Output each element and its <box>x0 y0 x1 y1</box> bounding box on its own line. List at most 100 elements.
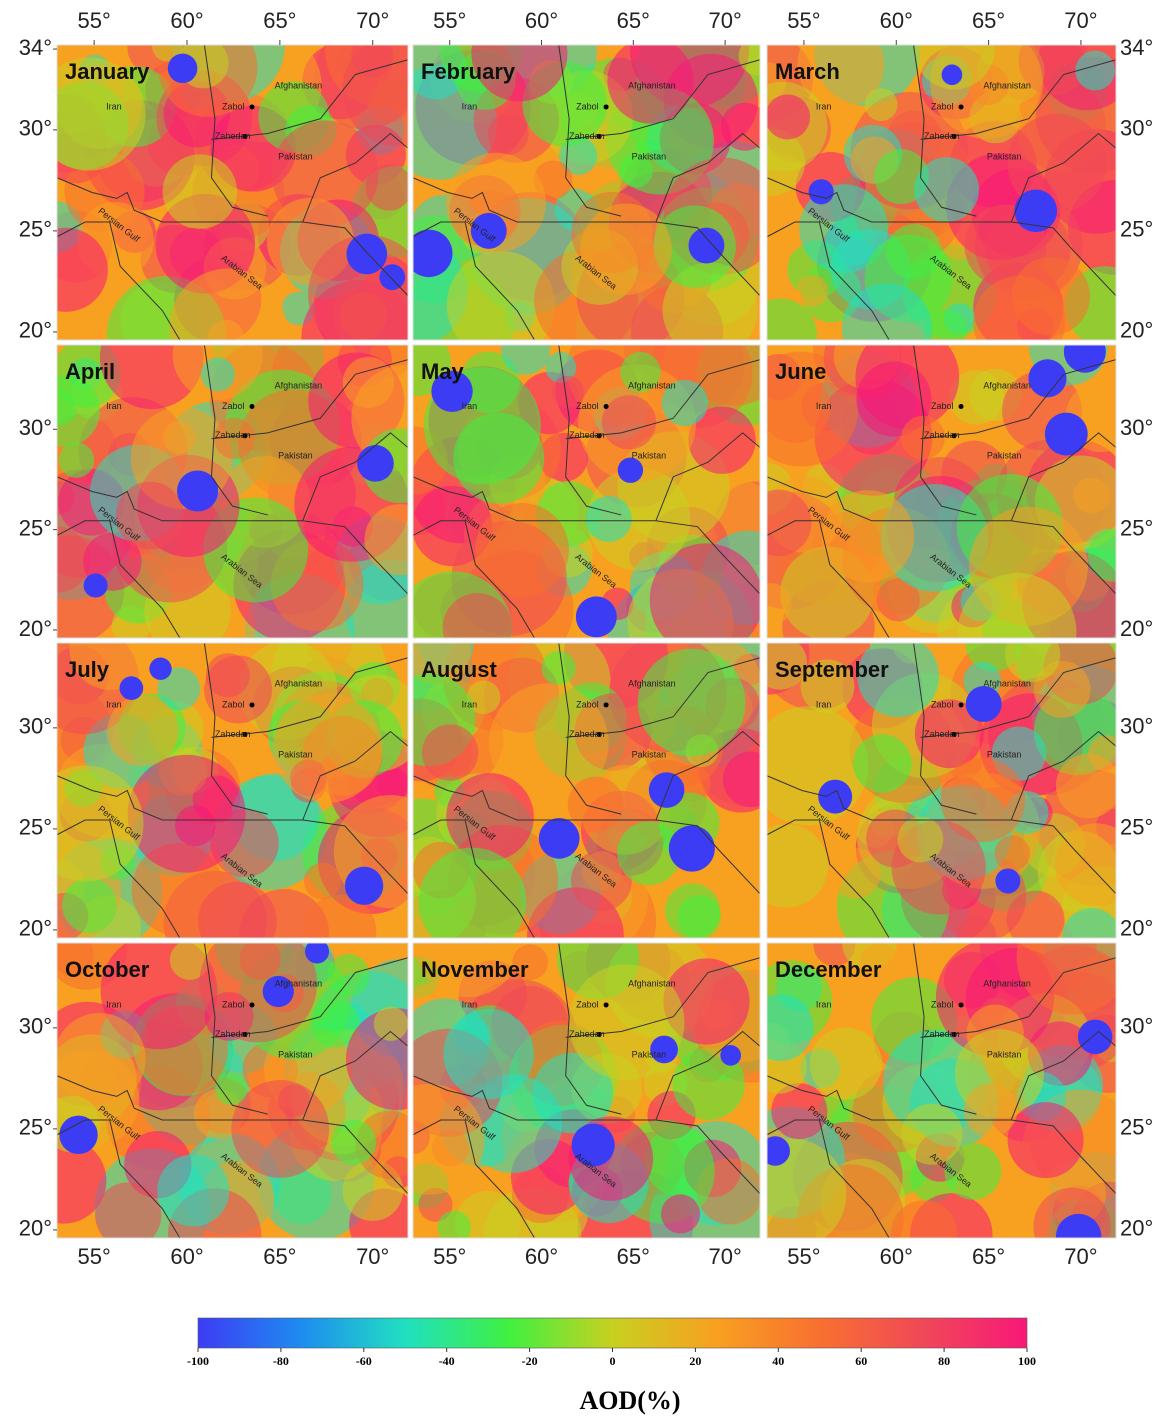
place-label: Zahedan <box>215 1029 251 1039</box>
colorbar-tick-label: -60 <box>356 1354 372 1368</box>
border <box>920 59 1117 140</box>
lat-tick-label: 20° <box>1120 1216 1153 1241</box>
colorbar-tick-label: 0 <box>610 1354 616 1368</box>
place-label: Zabol <box>931 699 954 709</box>
aod-low <box>149 657 172 680</box>
aod-blob <box>501 345 550 375</box>
city-dot <box>951 433 957 439</box>
aod-blob <box>1073 477 1110 514</box>
aod-blob <box>821 490 915 583</box>
lat-tick-label: 20° <box>1120 916 1153 941</box>
coastline <box>766 1075 1117 1195</box>
aod-field <box>413 345 760 638</box>
border <box>558 942 622 1115</box>
aod-blob <box>446 250 556 340</box>
aod-blob <box>890 1200 958 1238</box>
border <box>211 957 409 1038</box>
place-label: Iran <box>462 401 478 411</box>
aod-blob <box>541 651 576 686</box>
lat-tick-label: 34° <box>1120 35 1153 60</box>
lon-tick-label: 65° <box>972 1244 1005 1269</box>
place-label: Afghanistan <box>628 979 676 989</box>
lon-tick-label: 65° <box>972 8 1005 33</box>
border <box>913 642 977 815</box>
place-label: Zahedan <box>569 131 605 141</box>
aod-blob <box>637 648 746 757</box>
aod-blob <box>1088 735 1116 772</box>
aod-blob <box>688 406 756 474</box>
place-label: Zahedan <box>924 430 960 440</box>
city-dot <box>242 133 248 139</box>
place-label: Zahedan <box>569 729 605 739</box>
aod-blob <box>310 998 360 1048</box>
aod-blob <box>559 136 598 175</box>
lat-tick-label: 30° <box>1120 714 1153 739</box>
place-label: Iran <box>816 401 832 411</box>
aod-blob <box>767 643 808 690</box>
place-label: Afghanistan <box>983 979 1031 989</box>
aod-blob <box>800 659 855 714</box>
aod-blob <box>809 1027 883 1100</box>
border <box>1010 432 1117 521</box>
border <box>211 657 409 738</box>
aod-blob <box>57 1137 107 1224</box>
aod-low <box>995 868 1021 894</box>
coastline <box>412 520 535 639</box>
place-label: Zabol <box>931 101 954 111</box>
place-label: Pakistan <box>632 451 667 461</box>
coastline <box>56 177 409 297</box>
lon-tick-label: 55° <box>78 8 111 33</box>
aod-blob <box>169 943 210 980</box>
panel-frame <box>412 942 761 1239</box>
lat-tick-label: 20° <box>19 318 52 343</box>
month-label: July <box>65 657 110 682</box>
aod-blob <box>213 417 255 460</box>
aod-low <box>119 676 144 700</box>
map-panel: November Iran Zabol Zahedan Afghanistan Pakis… <box>412 942 761 1239</box>
aod-low <box>305 943 330 964</box>
city-dot <box>951 731 957 737</box>
aod-field <box>413 45 760 340</box>
lon-tick-label: 65° <box>263 1244 296 1269</box>
aod-blob <box>174 805 216 847</box>
aod-blob <box>957 572 1077 638</box>
aod-blob <box>767 824 828 908</box>
aod-low <box>668 825 715 872</box>
aod-low <box>767 1136 790 1166</box>
aod-blob <box>797 45 885 109</box>
aod-blob <box>1007 1102 1084 1179</box>
aod-blob <box>767 1138 847 1238</box>
aod-low <box>177 470 219 512</box>
city-dot <box>951 1031 957 1037</box>
aod-blob <box>1007 113 1107 213</box>
panel-frame <box>56 44 409 341</box>
aod-low <box>808 179 834 205</box>
map-panel: March Iran Zabol Zahedan Afghanistan Pakistan… <box>766 44 1117 341</box>
place-label: Pakistan <box>278 151 313 161</box>
aod-blob <box>95 1182 162 1238</box>
city-dot <box>603 702 609 708</box>
aod-blob <box>551 375 585 409</box>
coastline <box>766 476 1117 595</box>
aod-blob <box>1075 50 1116 91</box>
aod-blob <box>475 503 570 597</box>
place-label: Zabol <box>931 401 954 411</box>
border <box>655 132 761 223</box>
map-panel: January Iran Zabol Zahedan Afghanistan Pakist… <box>56 44 409 341</box>
aod-blob <box>442 593 513 638</box>
lon-tick-label: 60° <box>170 8 203 33</box>
border <box>565 359 761 440</box>
aod-field <box>57 643 408 938</box>
map-panel: September Iran Zabol Zahedan Afghanistan Paki… <box>766 642 1117 939</box>
place-label: Zahedan <box>924 1029 960 1039</box>
panel-frame <box>412 642 761 939</box>
aod-blob <box>58 442 95 478</box>
aod-low <box>688 227 725 264</box>
lon-tick-label: 55° <box>787 1244 820 1269</box>
border <box>203 44 268 217</box>
aod-blob <box>738 45 760 76</box>
aod-blob <box>169 268 287 340</box>
coastline <box>412 476 761 595</box>
aod-blob <box>1088 528 1116 582</box>
border <box>302 1030 409 1121</box>
